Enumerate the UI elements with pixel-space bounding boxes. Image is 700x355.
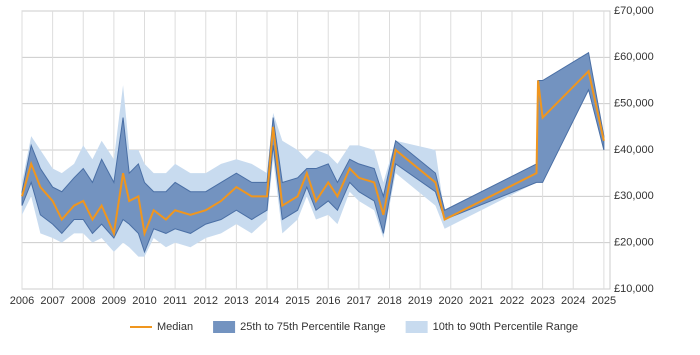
x-tick-label: 2023 [530, 295, 554, 307]
x-tick-label: 2019 [408, 295, 432, 307]
y-tick-label: £30,000 [614, 190, 654, 202]
legend-swatch [213, 321, 236, 333]
x-tick-label: 2016 [316, 295, 340, 307]
x-tick-label: 2015 [285, 295, 309, 307]
y-tick-label: £10,000 [614, 283, 654, 295]
legend-label: 10th to 90th Percentile Range [433, 321, 579, 333]
x-tick-label: 2009 [102, 295, 126, 307]
legend-label: Median [157, 321, 193, 333]
y-tick-label: £40,000 [614, 144, 654, 156]
x-tick-label: 2024 [561, 295, 585, 307]
x-tick-label: 2017 [347, 295, 371, 307]
x-tick-label: 2007 [40, 295, 64, 307]
x-tick-label: 2010 [132, 295, 156, 307]
y-tick-label: £50,000 [614, 98, 654, 110]
x-tick-label: 2012 [194, 295, 218, 307]
y-tick-label: £70,000 [614, 5, 654, 17]
x-tick-label: 2021 [469, 295, 493, 307]
legend-label: 25th to 75th Percentile Range [240, 321, 386, 333]
x-tick-label: 2025 [592, 295, 616, 307]
x-tick-label: 2013 [224, 295, 248, 307]
x-tick-label: 2014 [255, 295, 279, 307]
legend-swatch [405, 321, 428, 333]
x-tick-label: 2011 [163, 295, 187, 307]
percentile-band [21, 51, 605, 254]
x-tick-label: 2006 [10, 295, 34, 307]
y-tick-label: £20,000 [614, 237, 654, 249]
x-tick-label: 2020 [439, 295, 463, 307]
median-line [21, 69, 605, 238]
x-tick-label: 2008 [71, 295, 95, 307]
x-tick-label: 2022 [500, 295, 524, 307]
y-tick-label: £60,000 [614, 51, 654, 63]
x-tick-label: 2018 [377, 295, 401, 307]
